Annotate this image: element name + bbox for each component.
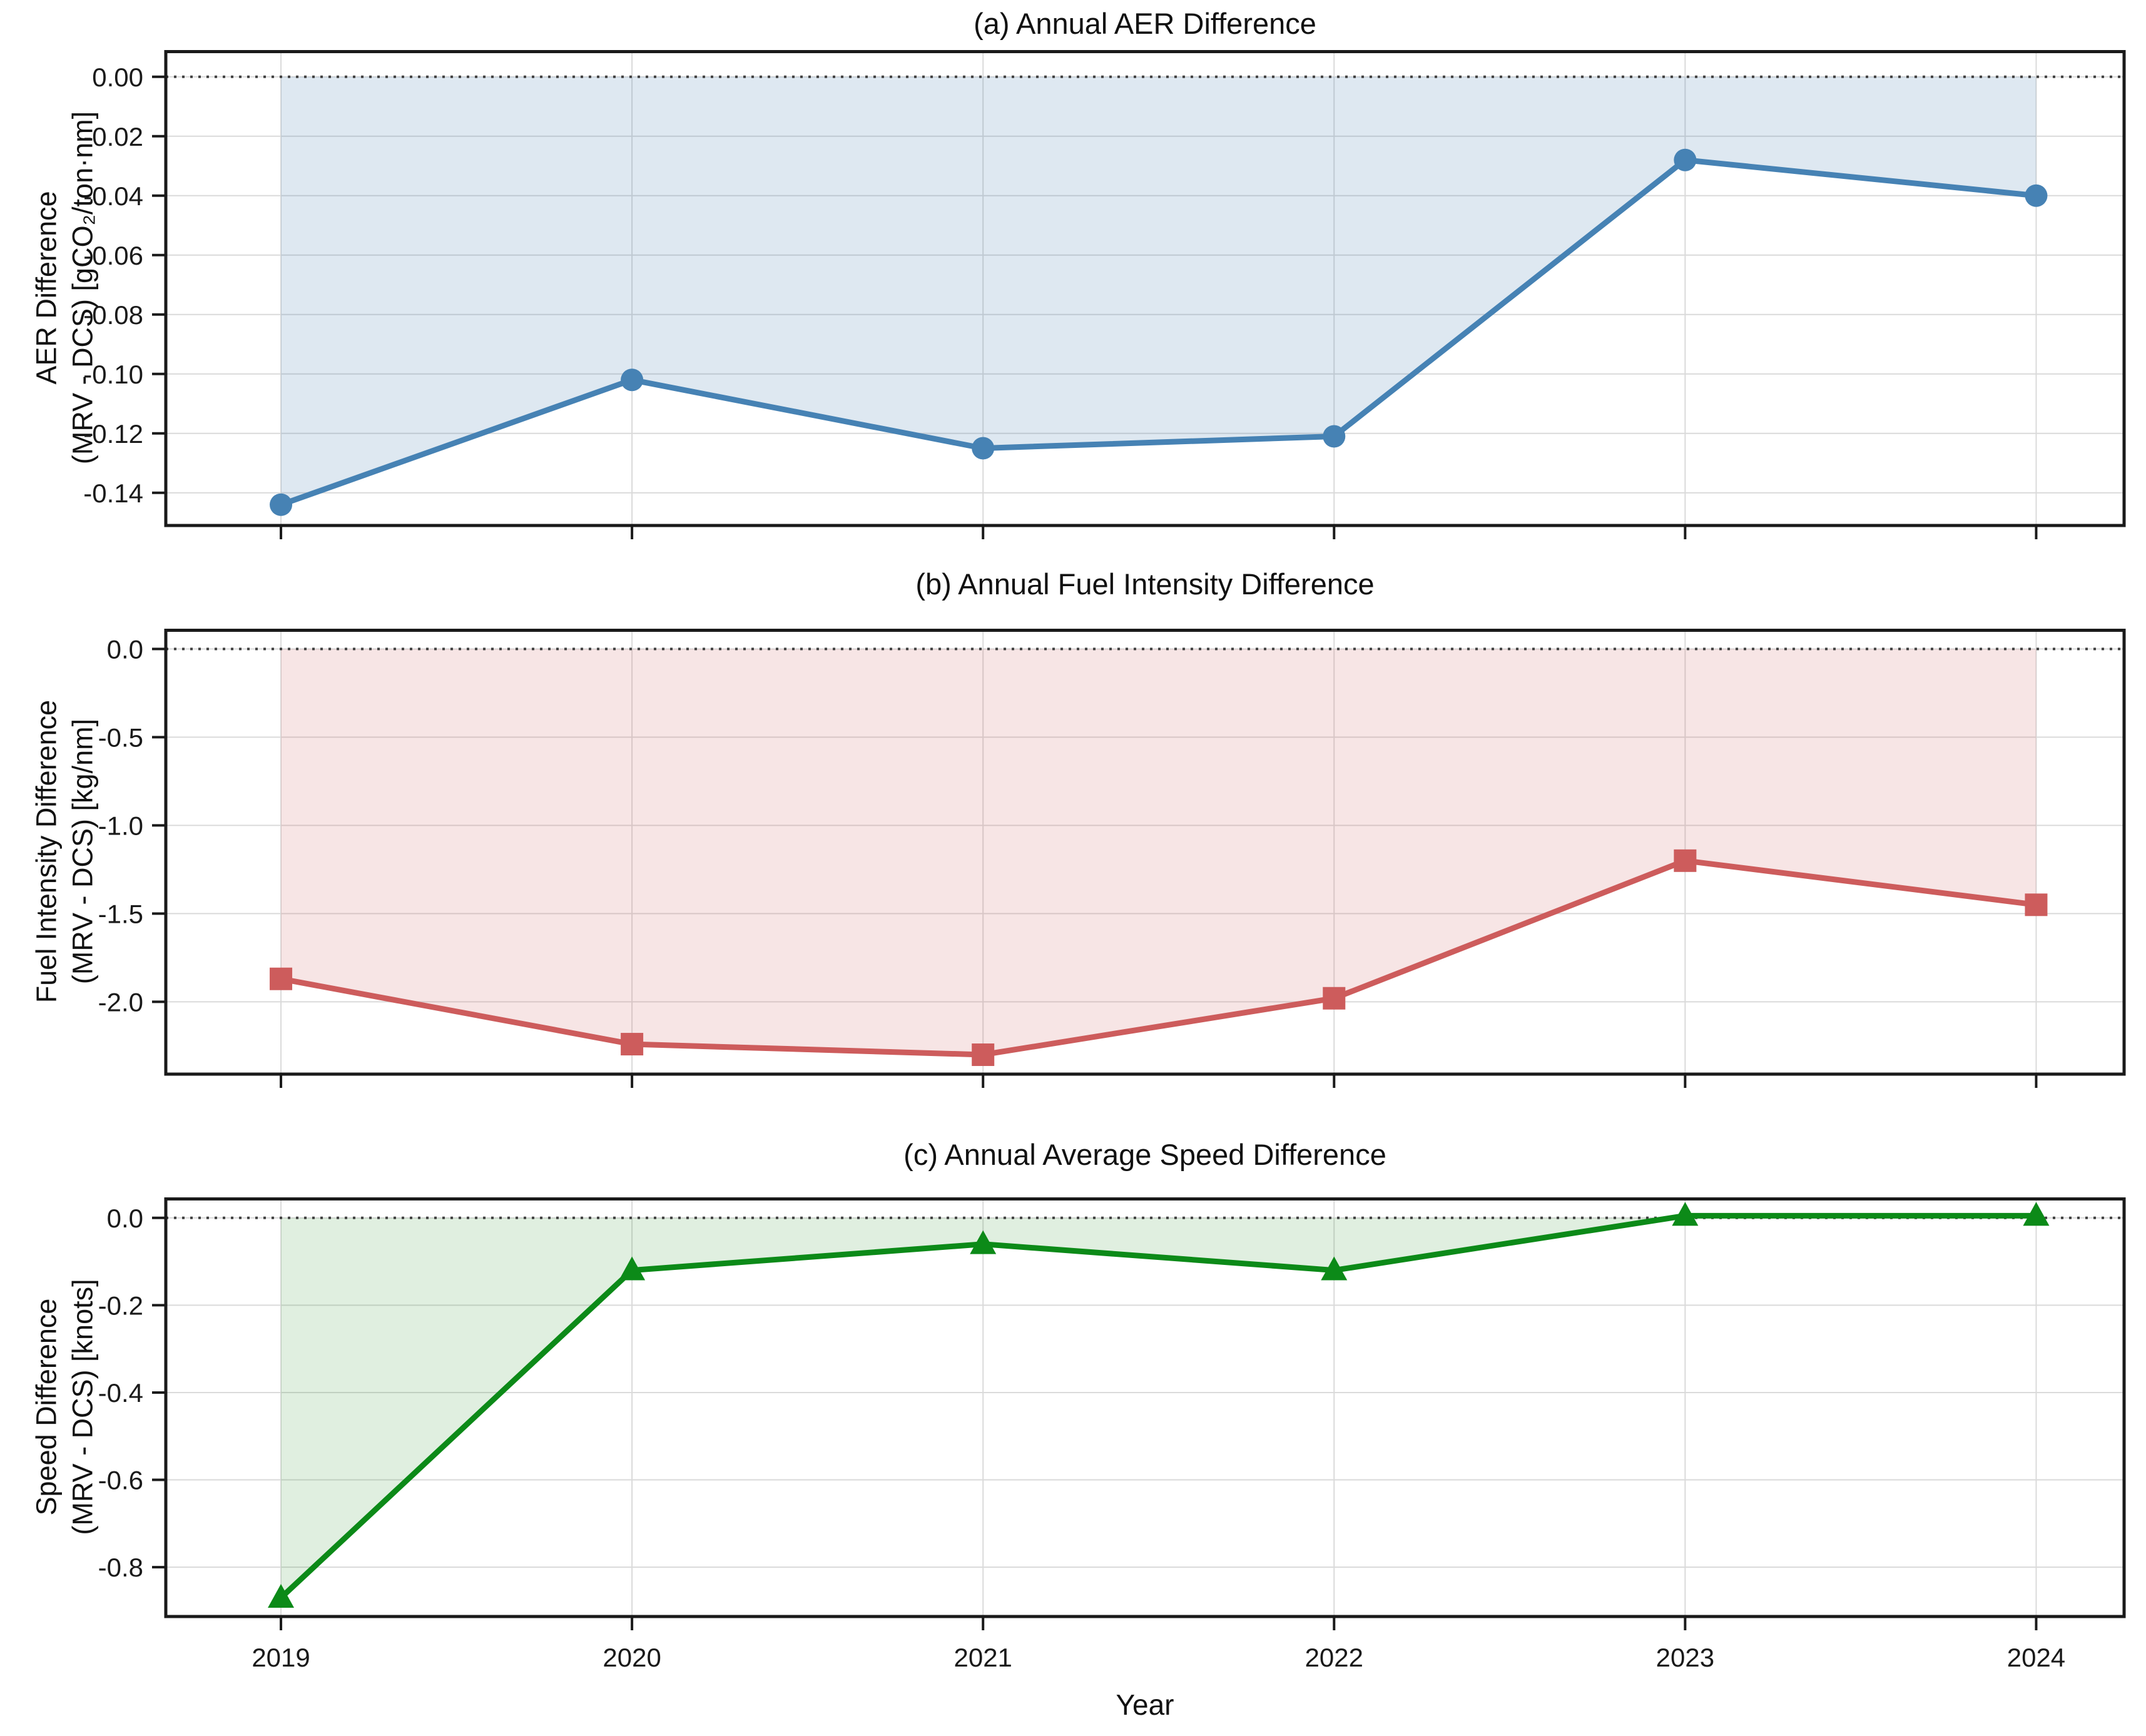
- data-line: [278, 858, 2039, 1058]
- data-line: [278, 1212, 2039, 1601]
- x-tick-label: 2021: [953, 1643, 1012, 1672]
- x-tick-label: 2022: [1305, 1643, 1363, 1672]
- y-tick-label: -0.08: [83, 300, 143, 330]
- y-tick-label: -0.5: [98, 723, 143, 752]
- chart-c-title: (c) Annual Average Speed Difference: [903, 1138, 1386, 1171]
- data-point: [2025, 184, 2048, 207]
- data-point: [1323, 425, 1346, 448]
- x-tick-label: 2020: [603, 1643, 661, 1672]
- y-tick-label: -1.0: [98, 811, 143, 840]
- data-point: [2023, 1202, 2050, 1226]
- y-tick-label: -0.6: [98, 1466, 143, 1495]
- y-tick-label: -0.10: [83, 360, 143, 389]
- axis-frame: [164, 629, 2126, 1076]
- axis-frame: [164, 50, 2126, 527]
- y-tick-label: -0.8: [98, 1553, 143, 1582]
- y-tick-label: 0.00: [92, 63, 143, 92]
- y-tick-label: 0.0: [107, 1204, 143, 1233]
- y-tick-label: 0.0: [107, 634, 143, 664]
- fill-area: [281, 1216, 2037, 1598]
- x-axis-label: Year: [1116, 1688, 1174, 1721]
- chart-a-plot: 0.00 -0.02 -0.04 -0.06 -0.08 -0.10 -0.12 -0.14: [83, 50, 2126, 539]
- chart-c-plot: 0.0 -0.2 -0.4 -0.6 -0.8 2019 2020 2021 2022 2023 2…: [98, 1197, 2126, 1672]
- data-point: [972, 437, 995, 460]
- y-tick-label: -0.2: [98, 1291, 143, 1320]
- y-tick-label: -1.5: [98, 899, 143, 928]
- fill-area: [281, 649, 2037, 1055]
- y-tick-label: -0.04: [83, 181, 143, 211]
- data-point: [270, 493, 293, 516]
- data-point: [1672, 1202, 1699, 1226]
- data-point: [268, 1583, 295, 1608]
- chart-b-title: (b) Annual Fuel Intensity Difference: [915, 567, 1375, 601]
- chart-b-plot: 0.0 -0.5 -1.0 -1.5 -2.0: [98, 629, 2126, 1088]
- data-line: [278, 157, 2039, 508]
- y-tick-label: -0.14: [83, 479, 143, 508]
- x-tick-label: 2024: [2007, 1643, 2065, 1672]
- data-point: [1674, 148, 1697, 171]
- data-point: [621, 368, 644, 392]
- data-point: [1321, 1256, 1348, 1281]
- data-point: [619, 1256, 646, 1281]
- data-point: [1323, 987, 1346, 1010]
- y-tick-label: -0.4: [98, 1378, 143, 1408]
- data-point: [621, 1033, 644, 1056]
- data-point: [1674, 849, 1697, 872]
- y-tick-label: -0.12: [83, 419, 143, 449]
- data-point: [2025, 893, 2048, 916]
- data-point: [970, 1230, 997, 1254]
- y-tick-label: -0.02: [83, 122, 143, 151]
- axis-frame: [164, 1197, 2126, 1618]
- y-tick-label: -2.0: [98, 987, 143, 1017]
- x-tick-label: 2023: [1656, 1643, 1714, 1672]
- chart-a-title: (a) Annual AER Difference: [974, 7, 1316, 40]
- y-tick-label: -0.06: [83, 241, 143, 270]
- fill-area: [281, 76, 2037, 505]
- x-tick-label: 2019: [252, 1643, 310, 1672]
- data-point: [270, 967, 293, 990]
- data-point: [972, 1043, 995, 1066]
